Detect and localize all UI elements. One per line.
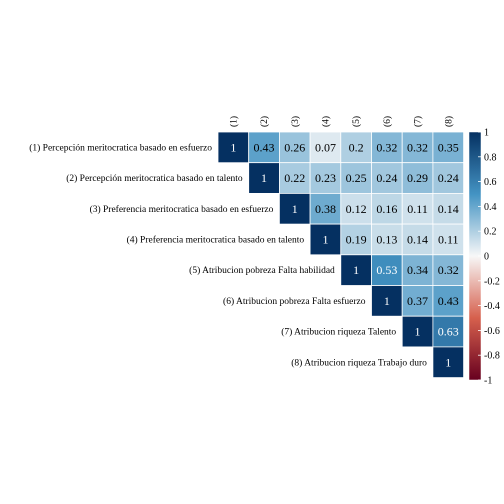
cell-value-label: 0.14 <box>407 232 428 246</box>
colorbar-tick-label: 0.8 <box>484 152 497 163</box>
cell-value-label: 0.29 <box>407 171 428 185</box>
cell-value-label: 0.38 <box>315 202 336 216</box>
colorbar: 1 0.8 0.6 0.4 0.2 0 -0.2 -0.4 -0.6 -0.8 -1 <box>469 128 500 387</box>
cell-value-label: 0.12 <box>346 202 367 216</box>
cell-value-label: 0.2 <box>349 140 364 154</box>
cell-value-label: 0.14 <box>438 202 459 216</box>
cell-value-label: 0.35 <box>438 140 459 154</box>
colorbar-tick-label: -1 <box>484 376 492 387</box>
row-label: (3) Preferencia meritocratica basado en … <box>90 204 274 215</box>
cell-value-label: 0.26 <box>284 140 305 154</box>
cell-value-label: 0.13 <box>376 232 397 246</box>
column-label: (3) <box>290 116 301 127</box>
cell-value-label: 1 <box>261 171 267 185</box>
cell-value-label: 0.32 <box>376 140 397 154</box>
column-label: (6) <box>382 116 393 127</box>
row-label: (1) Percepción meritocratica basado en e… <box>29 142 212 153</box>
cell-value-label: 0.43 <box>438 294 459 308</box>
row-label: (2) Percepción meritocratica basado en t… <box>66 173 243 184</box>
cell-value-label: 0.16 <box>376 202 397 216</box>
column-label: (8) <box>443 116 454 127</box>
cell-value-label: 0.32 <box>407 140 428 154</box>
colorbar-tick-label: -0.6 <box>484 326 500 337</box>
column-label: (1) <box>228 116 239 127</box>
cell-value-label: 1 <box>445 355 451 369</box>
cell-value-label: 1 <box>292 202 298 216</box>
cell-value-label: 0.11 <box>407 202 428 216</box>
column-labels: (1) (2) (3) (4) (5) (6) (7) (8) <box>228 116 454 127</box>
cell-value-label: 1 <box>230 140 236 154</box>
column-label: (5) <box>351 116 362 127</box>
colorbar-tick-label: 0.2 <box>484 227 497 238</box>
row-label: (5) Atribucion pobreza Falta habilidad <box>189 265 335 276</box>
cell-value-label: 0.24 <box>438 171 459 185</box>
colorbar-tick-label: 0.4 <box>484 202 497 213</box>
cell-value-label: 0.37 <box>407 294 428 308</box>
colorbar-tick-label: -0.2 <box>484 276 500 287</box>
column-label: (7) <box>413 116 424 127</box>
cell-value-label: 0.43 <box>254 140 275 154</box>
cell-value-label: 0.19 <box>346 232 367 246</box>
row-label: (4) Preferencia meritocratica basado en … <box>127 234 305 245</box>
row-label: (6) Atribucion pobreza Falta esfuerzo <box>223 296 366 307</box>
cell-value-label: 0.63 <box>438 325 459 339</box>
cell-value-label: 0.22 <box>284 171 305 185</box>
colorbar-tick-label: -0.4 <box>484 301 500 312</box>
colorbar-tick-label: -0.8 <box>484 351 500 362</box>
cell-value-label: 0.25 <box>346 171 367 185</box>
colorbar-tick-label: 1 <box>484 128 489 139</box>
cell-value-label: 1 <box>384 294 390 308</box>
cell-value-label: 0.32 <box>438 263 459 277</box>
cell-value-label: 1 <box>353 263 359 277</box>
cell-value-label: 0.53 <box>376 263 397 277</box>
heatmap-cells: 1 0.43 0.26 0.07 0.2 0.32 0.32 0.35 1 0.22 0.23 0.2… <box>218 132 464 378</box>
cell-value-label: 0.07 <box>315 140 336 154</box>
cell-value-label: 0.11 <box>438 232 459 246</box>
cell-value-label: 0.23 <box>315 171 336 185</box>
row-label: (7) Atribucion riqueza Talento <box>281 327 396 338</box>
column-label: (2) <box>259 116 270 127</box>
column-label: (4) <box>320 116 331 127</box>
colorbar-tick-label: 0.6 <box>484 177 497 188</box>
cell-value-label: 1 <box>415 325 421 339</box>
cell-value-label: 0.24 <box>376 171 397 185</box>
colorbar-tick-label: 0 <box>484 252 489 263</box>
cell-value-label: 1 <box>322 232 328 246</box>
row-label: (8) Atribucion riqueza Trabajo duro <box>291 357 427 368</box>
cell-value-label: 0.34 <box>407 263 428 277</box>
